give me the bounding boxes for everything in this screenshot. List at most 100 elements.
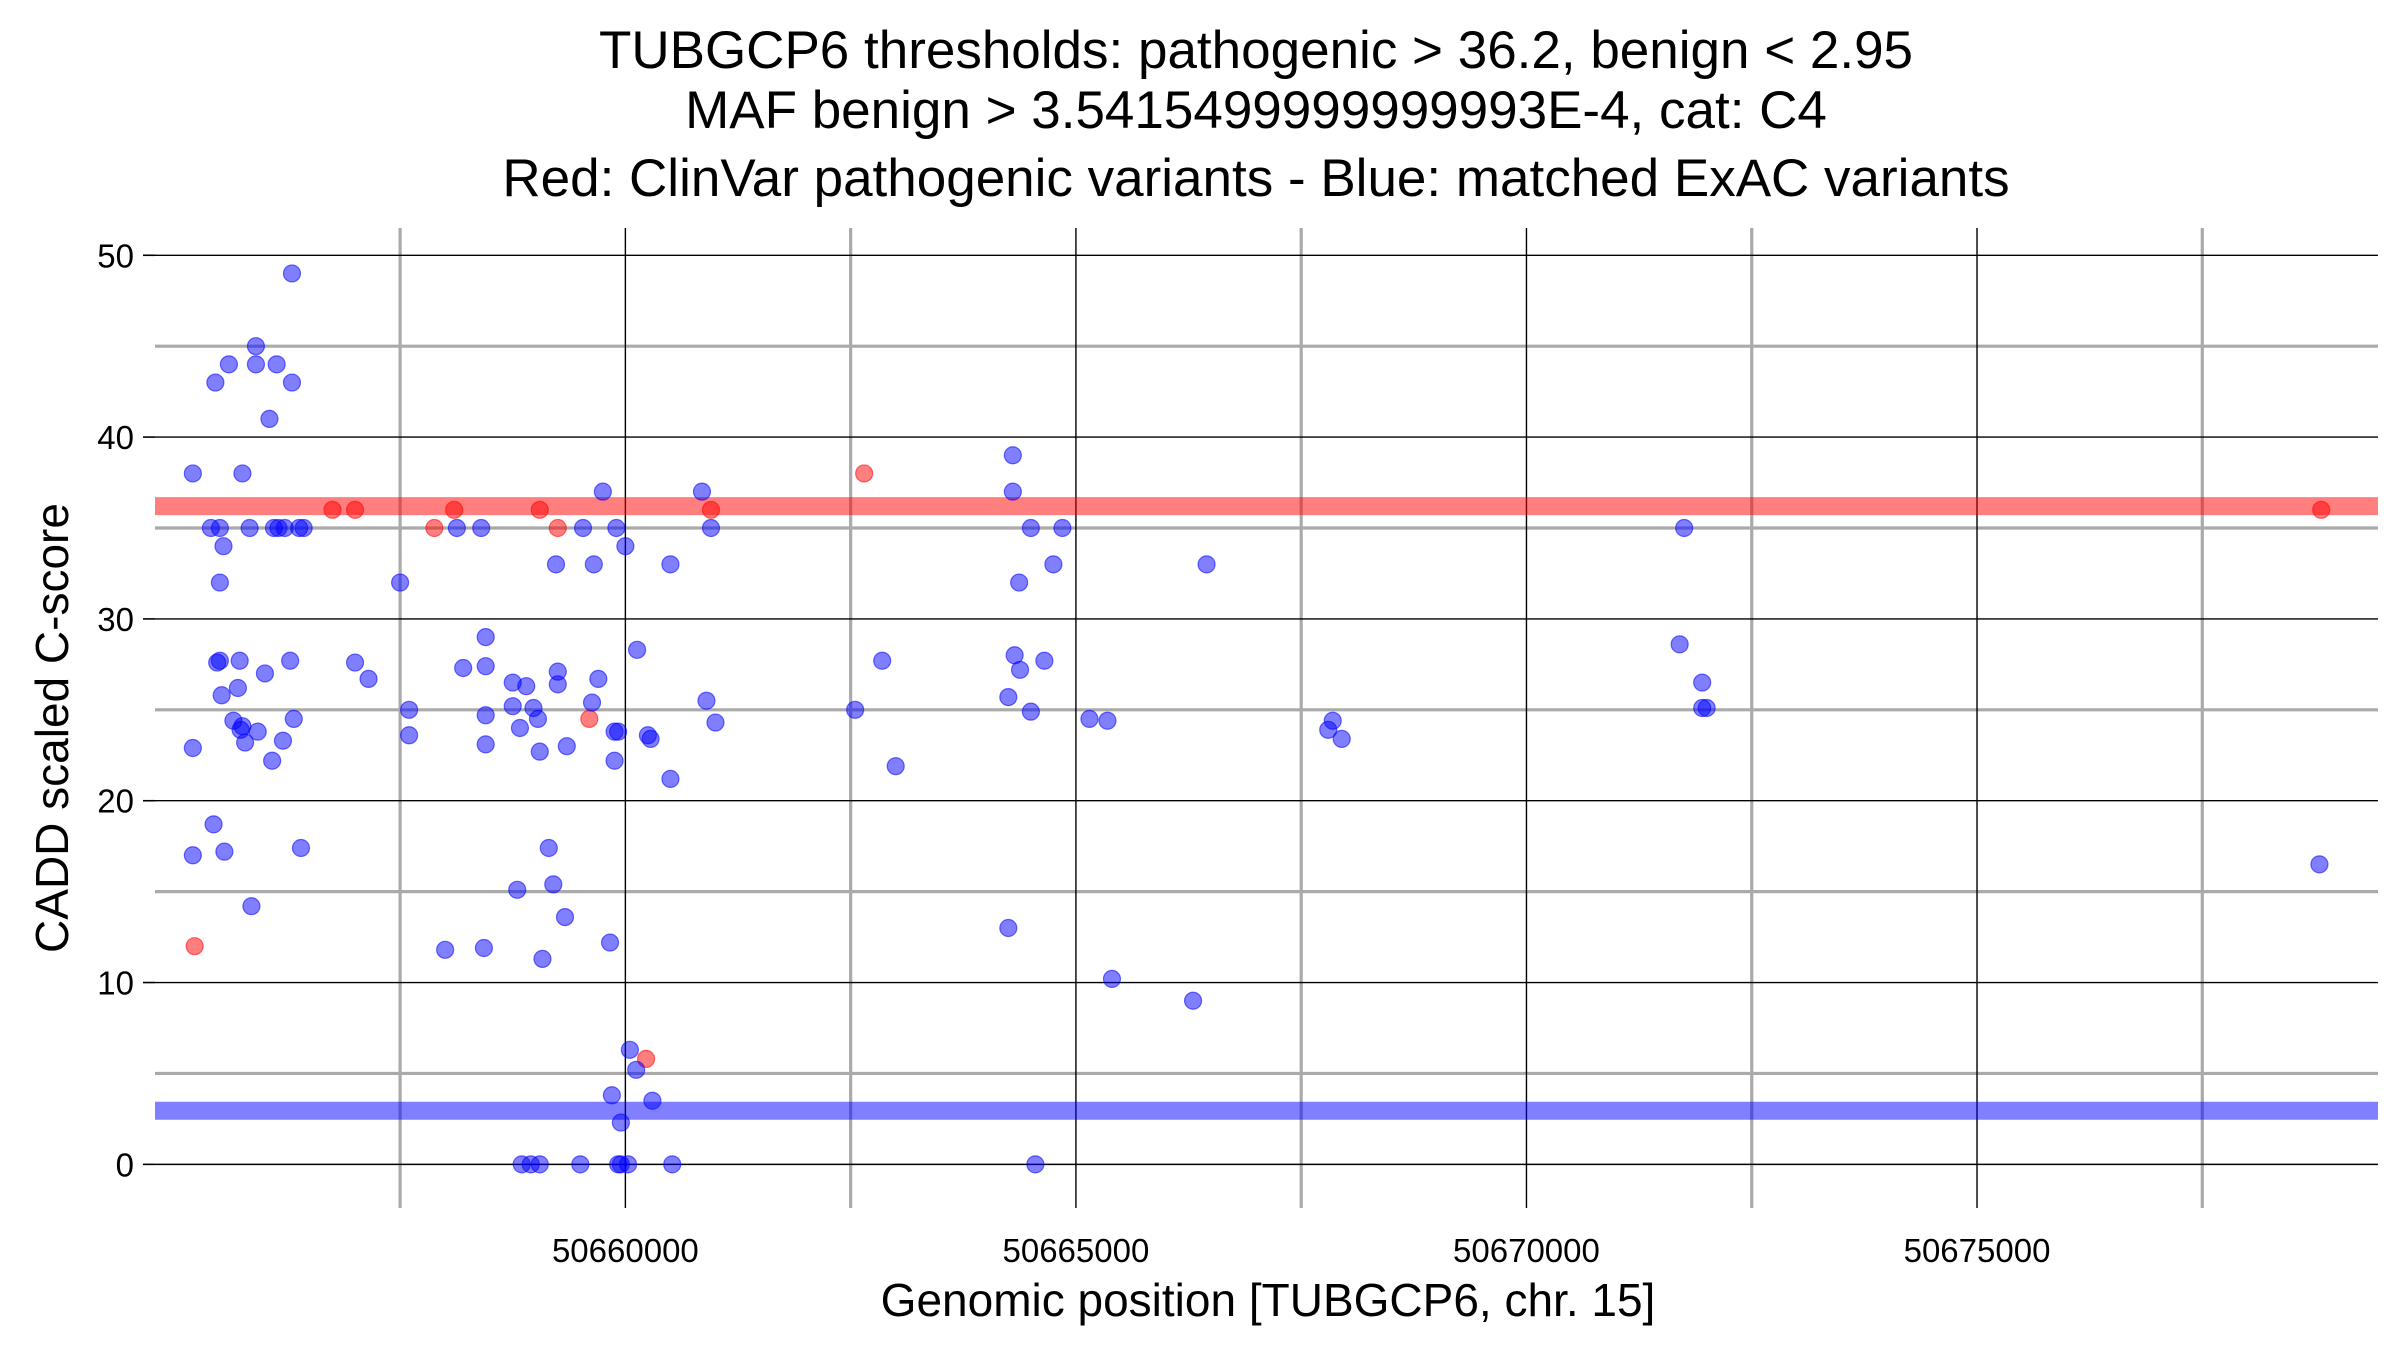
exac-variant-point — [999, 918, 1018, 938]
exac-variant-point — [573, 518, 593, 538]
exac-variant-point — [1102, 969, 1122, 989]
exac-variant-point — [1044, 555, 1063, 574]
exac-variant-point — [600, 933, 620, 952]
y-tick-label: 20 — [97, 783, 134, 820]
exac-variant-point — [661, 555, 680, 574]
exac-variant-point — [582, 693, 602, 712]
exac-variant-point — [282, 373, 302, 392]
exac-variant-point — [618, 1155, 638, 1174]
exac-variant-point — [1021, 518, 1040, 538]
exac-variant-point — [555, 907, 575, 927]
exac-variant-point — [400, 700, 419, 719]
exac-variant-point — [230, 651, 249, 670]
exac-variant-point — [1053, 518, 1072, 538]
exac-variant-point — [539, 838, 558, 858]
exac-variant-point — [183, 464, 202, 483]
exac-variant-point — [474, 938, 493, 958]
exac-variant-point — [246, 355, 266, 374]
exac-variant-point — [609, 722, 628, 741]
exac-variant-point — [663, 1155, 682, 1174]
exac-variant-point — [240, 518, 259, 538]
exac-variant-point — [345, 653, 365, 672]
exac-variant-point — [607, 518, 626, 538]
exac-variant-point — [204, 815, 223, 834]
y-tick-label: 30 — [97, 601, 134, 638]
exac-variant-point — [1670, 635, 1689, 654]
exac-variant-point — [1035, 651, 1054, 670]
exac-variant-point — [183, 738, 202, 758]
exac-variant-point — [476, 627, 495, 647]
exac-variant-point — [2310, 855, 2329, 874]
exac-variant-point — [616, 537, 635, 556]
x-tick-label: 50675000 — [1904, 1232, 2051, 1269]
exac-variant-point — [571, 1155, 590, 1174]
clinvar-variant-point — [580, 709, 599, 729]
exac-variant-point — [219, 355, 238, 374]
exac-variant-point — [643, 1091, 662, 1110]
exac-variant-point — [228, 678, 248, 698]
exac-variant-point — [1697, 698, 1716, 718]
exac-variant-point — [530, 1155, 549, 1174]
exac-variant-point — [210, 573, 229, 592]
exac-variant-point — [508, 880, 527, 899]
exac-variant-point — [210, 518, 229, 538]
points-layer — [183, 264, 2331, 1174]
exac-variant-point — [641, 729, 660, 749]
x-tick-label: 50660000 — [552, 1232, 699, 1269]
exac-variant-point — [1026, 1155, 1045, 1174]
exac-variant-point — [233, 464, 252, 483]
clinvar-variant-point — [425, 518, 444, 538]
exac-variant-point — [544, 875, 563, 894]
exac-variant-point — [212, 686, 231, 705]
exac-variant-point — [263, 751, 282, 770]
y-tick-label: 50 — [97, 237, 134, 274]
exac-variant-point — [248, 722, 267, 741]
exac-variant-point — [210, 651, 229, 670]
exac-variant-point — [436, 940, 455, 959]
clinvar-variant-point — [855, 464, 874, 483]
x-tick-label: 50665000 — [1003, 1232, 1150, 1269]
exac-variant-point — [1080, 709, 1099, 729]
exac-variant-point — [1332, 729, 1351, 749]
clinvar-variant-point — [345, 500, 365, 519]
exac-variant-point — [533, 949, 552, 969]
y-axis-title: CADD scaled C-score — [26, 503, 78, 953]
exac-variant-point — [706, 713, 725, 732]
y-tick-label: 0 — [116, 1146, 134, 1183]
exac-variant-point — [661, 769, 680, 789]
exac-variant-point — [593, 482, 612, 501]
y-tick-label: 40 — [97, 419, 134, 456]
exac-variant-point — [472, 518, 491, 538]
exac-variant-point — [692, 482, 712, 501]
exac-variant-point — [620, 1040, 639, 1059]
exac-variant-point — [611, 1113, 630, 1132]
clinvar-variant-point — [185, 937, 204, 956]
exac-variant-point — [1003, 482, 1022, 501]
exac-variant-point — [476, 735, 495, 754]
exac-variant-point — [284, 709, 303, 729]
exac-variant-point — [282, 264, 302, 283]
exac-variant-point — [697, 691, 716, 710]
exac-variant-point — [294, 518, 313, 538]
y-tick-label: 10 — [97, 965, 134, 1002]
exac-variant-point — [627, 640, 647, 659]
exac-variant-point — [999, 687, 1018, 707]
exac-variant-point — [517, 677, 536, 696]
exac-variant-point — [215, 842, 234, 861]
exac-variant-point — [476, 706, 495, 725]
exac-variant-point — [390, 573, 410, 592]
exac-variant-point — [273, 731, 293, 750]
exac-variant-point — [359, 669, 378, 689]
clinvar-variant-point — [323, 500, 342, 519]
exac-variant-point — [267, 355, 286, 374]
exac-variant-point — [589, 669, 608, 689]
clinvar-variant-point — [548, 518, 567, 538]
exac-variant-point — [476, 657, 495, 676]
exac-variant-point — [557, 737, 576, 756]
exac-variant-point — [605, 751, 624, 770]
clinvar-variant-point — [2312, 500, 2331, 519]
exac-variant-point — [546, 555, 566, 574]
exac-variant-point — [701, 518, 721, 538]
chart-title-line-2: MAF benign > 3.5415499999999993E-4, cat:… — [685, 81, 1827, 140]
chart-title-line-1: TUBGCP6 thresholds: pathogenic > 36.2, b… — [599, 21, 1913, 80]
